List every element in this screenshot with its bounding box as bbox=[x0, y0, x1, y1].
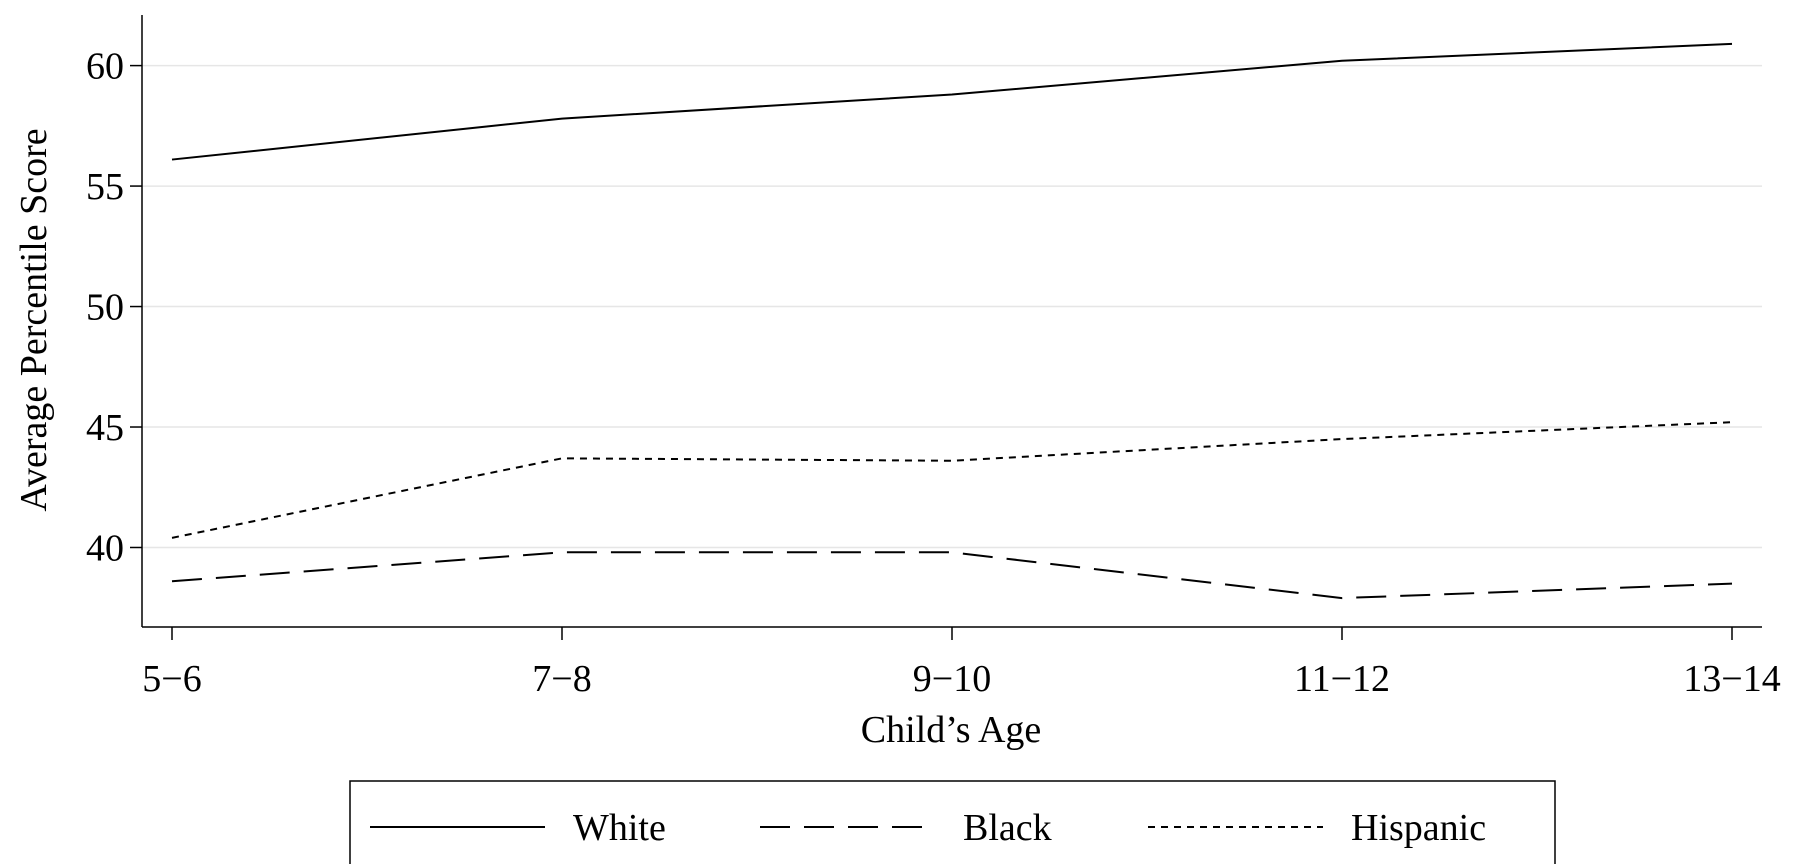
x-axis-ticks: 5−6 7−8 9−10 11−12 13−14 bbox=[142, 627, 1781, 700]
y-tick-label: 45 bbox=[86, 407, 124, 449]
x-tick-label: 7−8 bbox=[532, 658, 591, 700]
gridlines bbox=[142, 64, 1762, 549]
x-tick-label: 11−12 bbox=[1294, 658, 1390, 700]
x-tick-label: 5−6 bbox=[142, 658, 201, 700]
legend-box bbox=[349, 780, 1556, 864]
legend: White Black Hispanic bbox=[349, 780, 1556, 864]
legend-label-white: White bbox=[573, 807, 666, 849]
legend-label-hispanic: Hispanic bbox=[1351, 807, 1486, 849]
series-line-black bbox=[171, 551, 1733, 600]
y-tick-label: 55 bbox=[86, 166, 124, 208]
y-tick-label: 60 bbox=[86, 46, 124, 88]
series-lines bbox=[171, 42, 1733, 600]
x-tick-label: 9−10 bbox=[913, 658, 991, 700]
series-line-white bbox=[171, 42, 1733, 161]
axes bbox=[141, 15, 1762, 628]
y-tick-label: 40 bbox=[86, 527, 124, 569]
y-tick-label: 50 bbox=[86, 287, 124, 329]
x-tick-label: 13−14 bbox=[1683, 658, 1780, 700]
y-axis-ticks: 40 45 50 55 60 bbox=[86, 46, 142, 569]
series-line-hispanic bbox=[171, 421, 1733, 539]
y-axis-label: Average Percentile Score bbox=[13, 128, 55, 511]
x-axis-label: Child’s Age bbox=[861, 709, 1042, 751]
legend-label-black: Black bbox=[963, 807, 1052, 849]
